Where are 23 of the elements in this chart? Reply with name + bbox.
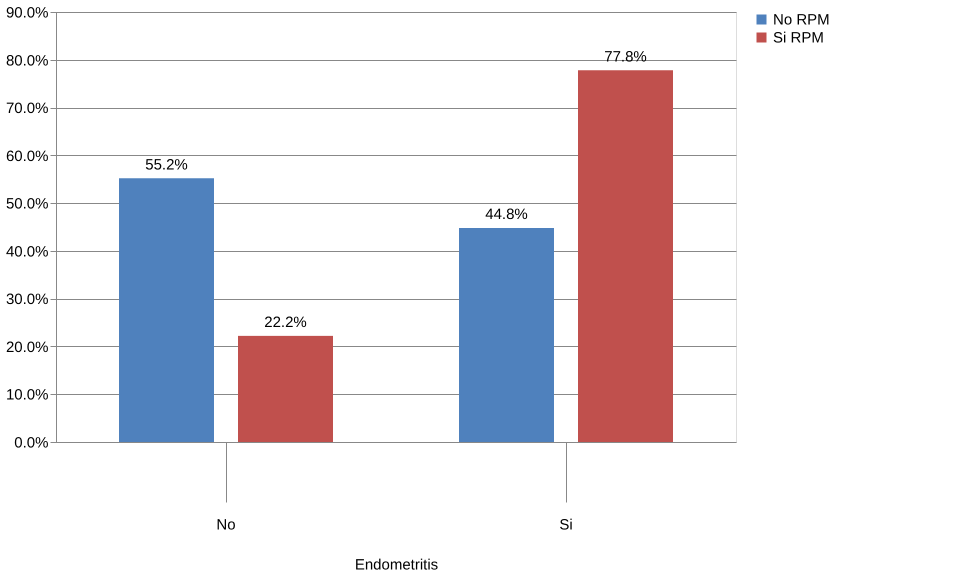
y-tick-label: 50.0% [6,196,48,213]
x-tick-label: No [216,516,236,534]
y-tick-label: 90.0% [6,4,48,22]
data-label: 44.8% [485,206,528,223]
bar [459,228,554,442]
data-label: 22.2% [264,314,307,331]
bar [119,178,214,442]
data-label: 55.2% [145,156,188,174]
y-tick-label: 60.0% [6,148,48,165]
legend-label: No RPM [773,12,830,28]
y-tick-label: 40.0% [6,243,48,260]
y-tick-label: 30.0% [6,291,48,308]
data-label: 77.8% [604,48,647,66]
bar [238,336,333,442]
y-tick-label: 10.0% [6,386,48,404]
y-tick-label: 20.0% [6,338,48,356]
legend-label: Si RPM [773,30,824,46]
x-axis-title: Endometritis [354,556,438,574]
bar [578,70,673,442]
y-tick-label: 0.0% [14,434,48,452]
x-tick-label: Si [559,516,573,534]
y-tick-label: 70.0% [6,100,48,118]
y-tick-label: 80.0% [6,52,48,70]
